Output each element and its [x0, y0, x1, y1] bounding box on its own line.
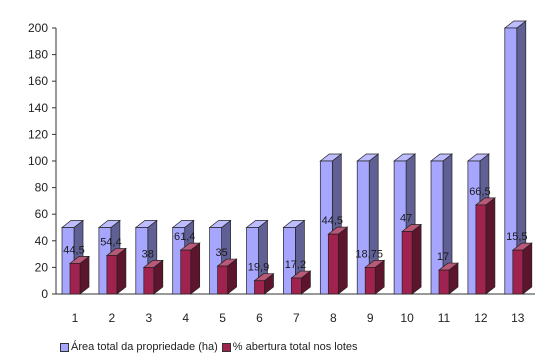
bar-abertura-2-front — [106, 255, 118, 295]
y-tick-label: 180 — [28, 48, 48, 62]
bar-abertura-4 — [179, 242, 201, 295]
bar-abertura-10-side — [411, 223, 422, 295]
data-label: 17 — [437, 251, 449, 263]
data-label: 38 — [142, 248, 154, 260]
bar-abertura-13-front — [512, 249, 524, 295]
bar-abertura-2 — [105, 247, 127, 295]
x-tick-label: 9 — [367, 311, 374, 325]
x-tick-label: 13 — [511, 311, 525, 325]
x-tick-label: 6 — [256, 311, 263, 325]
bar-abertura-1 — [68, 255, 91, 295]
bar-abertura-5-front — [217, 265, 228, 295]
y-tick-label: 60 — [35, 207, 49, 221]
x-tick-label: 3 — [145, 311, 152, 325]
bar-abertura-9-front — [364, 267, 376, 295]
x-tick-label: 1 — [72, 311, 79, 325]
bar-abertura-7 — [290, 270, 312, 295]
bar-abertura-6-front — [254, 280, 265, 295]
bar-abertura-3-front — [143, 267, 155, 295]
x-tick-label: 10 — [400, 311, 414, 325]
y-tick-label: 140 — [28, 101, 48, 115]
bar-abertura-9 — [364, 259, 386, 295]
bar-area-9 — [356, 153, 380, 295]
x-tick-label: 12 — [474, 311, 488, 325]
bar-abertura-5 — [216, 258, 238, 295]
x-tick-label: 11 — [438, 311, 451, 325]
bar-abertura-12-side — [485, 197, 496, 295]
legend-label-abertura: % abertura total nos lotes — [232, 341, 358, 353]
legend-swatch-area — [60, 342, 69, 352]
axes: 0 20 40 60 80 100 120 140 160 180 200 — [28, 21, 535, 301]
data-label: 35 — [215, 247, 227, 259]
bar-abertura-8 — [327, 226, 349, 295]
data-label: 15,5 — [506, 231, 527, 243]
legend-label-area: Área total da propriedade (ha) — [71, 341, 218, 353]
labels: 1 44,5 2 54,4 3 38 4 61,4 5 35 6 19,9 7 17,2 8 44,5 9 18,… — [63, 186, 527, 325]
y-tick-label: 40 — [35, 234, 49, 248]
bar-abertura-2-side — [116, 247, 127, 295]
legend-swatch-abertura — [221, 342, 231, 352]
bar-abertura-11 — [437, 262, 460, 295]
data-label: 17,2 — [285, 259, 306, 271]
y-tick-label: 100 — [28, 154, 48, 168]
data-label: 66,5 — [469, 186, 490, 198]
bar-abertura-1-front — [69, 263, 81, 295]
bar-area-6-front — [246, 227, 259, 295]
y-tick-label: 160 — [28, 74, 48, 88]
legend: Área total da propriedade (ha) % abertur… — [60, 339, 362, 355]
bar-abertura-11-front — [438, 269, 450, 295]
data-label: 54,4 — [100, 236, 121, 248]
bar-abertura-3 — [142, 259, 164, 295]
bar-abertura-12 — [474, 197, 496, 295]
y-tick-label: 80 — [35, 181, 49, 195]
y-tick-label: 0 — [41, 287, 48, 301]
data-label: 44,5 — [63, 244, 84, 256]
bar-abertura-6 — [253, 272, 275, 295]
legend-item-area: Área total da propriedade (ha) — [60, 341, 218, 353]
bar-abertura-8-side — [337, 226, 348, 295]
data-label: 18,75 — [355, 248, 383, 260]
bar-abertura-4-front — [180, 249, 192, 295]
y-tick-label: 20 — [35, 260, 49, 274]
y-tick-label: 120 — [28, 127, 48, 141]
x-tick-label: 8 — [330, 311, 337, 325]
x-tick-label: 7 — [293, 311, 300, 325]
bar-abertura-13 — [511, 242, 533, 295]
x-tick-label: 4 — [182, 311, 189, 325]
x-tick-label: 2 — [109, 311, 116, 325]
bar-area-13-front — [504, 27, 518, 295]
bar-abertura-4-side — [190, 242, 201, 295]
bar-area-9-front — [356, 160, 370, 295]
bar-abertura-12-front — [475, 204, 487, 295]
y-tick-label: 200 — [28, 21, 48, 35]
data-label: 44,5 — [322, 215, 343, 227]
bar-abertura-7-front — [291, 277, 302, 295]
bars — [60, 20, 533, 295]
x-tick-label: 5 — [219, 311, 226, 325]
legend-item-abertura: % abertura total nos lotes — [221, 341, 358, 353]
bar-abertura-10 — [401, 223, 423, 295]
bar-area-11-front — [430, 160, 444, 295]
data-label: 47 — [400, 212, 412, 224]
data-label: 19,9 — [248, 262, 269, 274]
bar-abertura-10-front — [401, 231, 413, 295]
bar-abertura-8-front — [327, 233, 339, 295]
bar-abertura-13-side — [522, 242, 533, 295]
data-label: 61,4 — [174, 231, 195, 243]
